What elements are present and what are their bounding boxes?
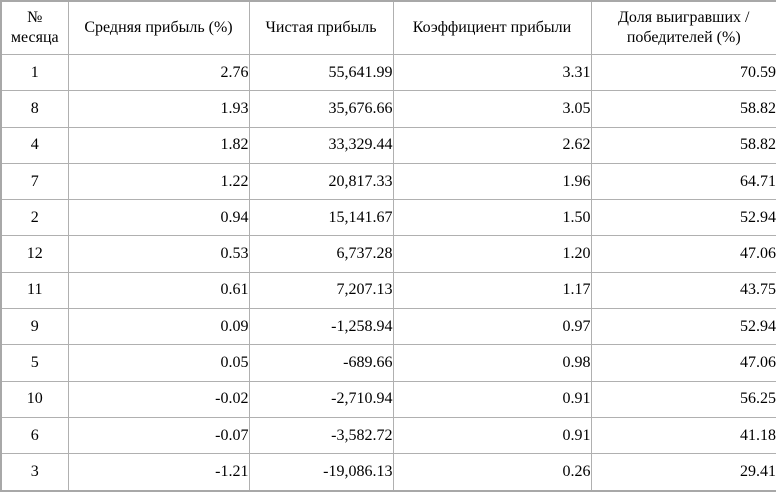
cell-profit-factor: 1.96 xyxy=(392,162,592,201)
cell-profit-factor: 0.97 xyxy=(392,308,592,346)
column-header-avg-profit-pct: Средняя прибыль (%) xyxy=(67,0,250,55)
cell-profit-factor: 3.05 xyxy=(392,90,592,128)
cell-avg-profit-pct: -0.07 xyxy=(67,416,250,455)
table-header: № месяца Средняя прибыль (%) Чистая приб… xyxy=(0,0,776,55)
cell-month-number: 11 xyxy=(0,271,69,310)
cell-profit-factor: 0.98 xyxy=(392,344,592,382)
cell-net-profit: 7,207.13 xyxy=(248,271,394,310)
cell-net-profit: 6,737.28 xyxy=(248,235,394,273)
table-row: 8 1.93 35,676.66 3.05 58.82 xyxy=(0,90,776,128)
cell-month-number: 10 xyxy=(0,380,69,418)
cell-avg-profit-pct: 0.09 xyxy=(67,308,250,346)
table-row: 12 0.53 6,737.28 1.20 47.06 xyxy=(0,235,776,273)
cell-month-number: 2 xyxy=(0,199,69,237)
cell-month-number: 6 xyxy=(0,416,69,455)
cell-winners-share-pct: 52.94 xyxy=(590,308,776,346)
cell-net-profit: -1,258.94 xyxy=(248,308,394,346)
cell-profit-factor: 3.31 xyxy=(392,53,592,92)
cell-avg-profit-pct: 1.22 xyxy=(67,162,250,201)
table-row: 10 -0.02 -2,710.94 0.91 56.25 xyxy=(0,380,776,418)
table-row: 2 0.94 15,141.67 1.50 52.94 xyxy=(0,199,776,237)
table-row: 5 0.05 -689.66 0.98 47.06 xyxy=(0,344,776,382)
cell-winners-share-pct: 58.82 xyxy=(590,90,776,128)
cell-month-number: 1 xyxy=(0,53,69,92)
table-row: 11 0.61 7,207.13 1.17 43.75 xyxy=(0,271,776,310)
column-header-month-number: № месяца xyxy=(0,0,69,55)
cell-profit-factor: 1.17 xyxy=(392,271,592,310)
cell-avg-profit-pct: 1.82 xyxy=(67,126,250,164)
cell-net-profit: 15,141.67 xyxy=(248,199,394,237)
cell-avg-profit-pct: 0.53 xyxy=(67,235,250,273)
cell-profit-factor: 0.26 xyxy=(392,453,592,492)
cell-net-profit: -3,582.72 xyxy=(248,416,394,455)
cell-avg-profit-pct: 0.05 xyxy=(67,344,250,382)
cell-month-number: 5 xyxy=(0,344,69,382)
cell-winners-share-pct: 56.25 xyxy=(590,380,776,418)
column-header-profit-factor: Коэффициент прибыли xyxy=(392,0,592,55)
cell-winners-share-pct: 41.18 xyxy=(590,416,776,455)
table-header-row: № месяца Средняя прибыль (%) Чистая приб… xyxy=(0,0,776,55)
cell-profit-factor: 2.62 xyxy=(392,126,592,164)
cell-profit-factor: 0.91 xyxy=(392,416,592,455)
cell-net-profit: 55,641.99 xyxy=(248,53,394,92)
cell-net-profit: -19,086.13 xyxy=(248,453,394,492)
table-row: 9 0.09 -1,258.94 0.97 52.94 xyxy=(0,308,776,346)
cell-winners-share-pct: 70.59 xyxy=(590,53,776,92)
cell-winners-share-pct: 58.82 xyxy=(590,126,776,164)
cell-avg-profit-pct: -1.21 xyxy=(67,453,250,492)
table-row: 3 -1.21 -19,086.13 0.26 29.41 xyxy=(0,453,776,492)
cell-winners-share-pct: 64.71 xyxy=(590,162,776,201)
cell-month-number: 3 xyxy=(0,453,69,492)
cell-month-number: 4 xyxy=(0,126,69,164)
cell-avg-profit-pct: 0.61 xyxy=(67,271,250,310)
cell-net-profit: 35,676.66 xyxy=(248,90,394,128)
table-body: 1 2.76 55,641.99 3.31 70.59 8 1.93 35,676.66 3.0… xyxy=(0,53,776,492)
cell-avg-profit-pct: 1.93 xyxy=(67,90,250,128)
cell-net-profit: 20,817.33 xyxy=(248,162,394,201)
cell-month-number: 7 xyxy=(0,162,69,201)
cell-net-profit: -2,710.94 xyxy=(248,380,394,418)
table-row: 4 1.82 33,329.44 2.62 58.82 xyxy=(0,126,776,164)
cell-winners-share-pct: 47.06 xyxy=(590,344,776,382)
cell-profit-factor: 0.91 xyxy=(392,380,592,418)
column-header-net-profit: Чистая прибыль xyxy=(248,0,394,55)
cell-net-profit: 33,329.44 xyxy=(248,126,394,164)
table-row: 6 -0.07 -3,582.72 0.91 41.18 xyxy=(0,416,776,455)
cell-winners-share-pct: 47.06 xyxy=(590,235,776,273)
cell-profit-factor: 1.50 xyxy=(392,199,592,237)
cell-month-number: 8 xyxy=(0,90,69,128)
cell-avg-profit-pct: 0.94 xyxy=(67,199,250,237)
cell-avg-profit-pct: 2.76 xyxy=(67,53,250,92)
cell-winners-share-pct: 29.41 xyxy=(590,453,776,492)
cell-month-number: 9 xyxy=(0,308,69,346)
table-row: 7 1.22 20,817.33 1.96 64.71 xyxy=(0,162,776,201)
cell-winners-share-pct: 52.94 xyxy=(590,199,776,237)
cell-avg-profit-pct: -0.02 xyxy=(67,380,250,418)
column-header-winners-share-pct: Доля выигравших / победителей (%) xyxy=(590,0,776,55)
cell-profit-factor: 1.20 xyxy=(392,235,592,273)
table-row: 1 2.76 55,641.99 3.31 70.59 xyxy=(0,53,776,92)
cell-winners-share-pct: 43.75 xyxy=(590,271,776,310)
cell-month-number: 12 xyxy=(0,235,69,273)
cell-net-profit: -689.66 xyxy=(248,344,394,382)
